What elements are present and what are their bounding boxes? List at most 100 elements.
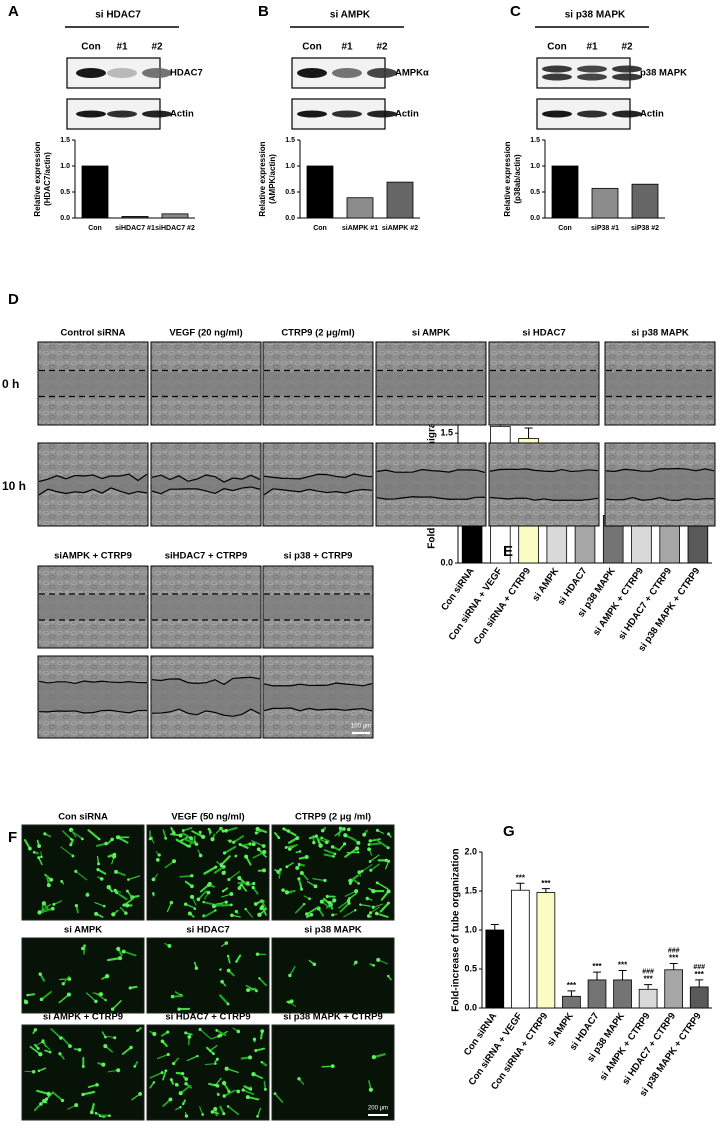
wound-edge <box>38 473 148 483</box>
significance: *** <box>567 981 577 990</box>
cell <box>104 998 107 1002</box>
cell <box>111 912 116 917</box>
cell <box>229 892 234 896</box>
cell <box>354 889 359 894</box>
row-label: 10 h <box>2 479 26 493</box>
cell <box>248 1087 251 1091</box>
cell <box>356 840 361 845</box>
cell <box>214 1062 217 1065</box>
cell <box>367 843 371 846</box>
wound-gap <box>264 371 372 396</box>
error-bar <box>669 963 678 970</box>
cell <box>309 912 314 917</box>
wound-edge <box>38 709 148 714</box>
cell <box>241 1088 245 1092</box>
significance: *** <box>669 954 679 963</box>
y-tick-label: 0.5 <box>464 963 477 973</box>
wound-edge <box>605 467 715 472</box>
cell <box>167 943 172 948</box>
cell <box>254 831 259 835</box>
cell <box>260 1029 265 1033</box>
bar <box>631 183 659 219</box>
cell <box>348 878 353 884</box>
cell <box>354 846 360 851</box>
cell <box>320 836 323 840</box>
cell <box>181 829 185 832</box>
cell <box>44 1097 49 1101</box>
cell <box>314 834 318 838</box>
cell <box>85 892 90 897</box>
cell <box>136 1029 139 1032</box>
column-label: si p38 MAPK + CTRP9 <box>283 1012 383 1023</box>
cell <box>386 889 391 894</box>
y-axis-label: Fold-increase of tube organization <box>451 848 462 1011</box>
cell <box>369 868 373 872</box>
tube <box>370 863 380 871</box>
cell <box>327 900 332 905</box>
significance: *** <box>516 873 526 882</box>
cell <box>89 1110 94 1115</box>
cell <box>304 855 309 859</box>
lane-label: #1 <box>341 42 353 53</box>
cell <box>125 903 130 908</box>
wound-edge <box>151 708 261 717</box>
cell <box>209 831 212 834</box>
cell <box>372 964 375 967</box>
bar <box>562 995 581 1009</box>
bar <box>551 165 579 219</box>
blot-title: si AMPK <box>330 10 371 21</box>
y-tick-label: 1.5 <box>285 137 295 144</box>
cell <box>170 994 175 999</box>
tube <box>60 846 74 857</box>
tube <box>215 901 227 905</box>
cell <box>348 897 351 900</box>
column-label: si AMPK <box>64 925 102 936</box>
wound-gap <box>152 677 260 717</box>
cell <box>367 847 372 852</box>
cell <box>232 840 236 844</box>
lane-label: Con <box>302 42 321 53</box>
lane-label: #1 <box>586 42 598 53</box>
tube <box>223 1089 236 1097</box>
wound-edge <box>263 488 373 496</box>
cell <box>104 1035 107 1039</box>
cell <box>172 1061 176 1066</box>
tube <box>127 875 141 881</box>
cell <box>251 1072 256 1077</box>
cell <box>287 1001 291 1004</box>
cell <box>180 1071 185 1076</box>
cell <box>201 834 206 839</box>
significance: *** <box>643 975 653 984</box>
cell <box>324 840 329 845</box>
tube <box>126 890 134 900</box>
y-tick-label: 1.0 <box>60 163 70 170</box>
cell <box>220 979 224 984</box>
cell <box>343 833 348 838</box>
cell <box>164 837 168 840</box>
cell <box>343 842 347 846</box>
cell <box>96 868 100 872</box>
lane-label: #2 <box>621 42 633 53</box>
cell <box>49 877 54 882</box>
x-tick-label: Con <box>558 225 572 232</box>
cell <box>224 900 228 904</box>
cell <box>190 874 194 878</box>
cell <box>198 1027 202 1031</box>
error-bar <box>524 427 533 439</box>
significance-hash: ### <box>668 947 680 954</box>
cell <box>77 1047 82 1052</box>
cell <box>37 910 42 915</box>
bar <box>664 969 684 1009</box>
band-label: HDAC7 <box>170 68 203 79</box>
x-tick-label: siAMPK #2 <box>382 225 418 232</box>
y-axis-label: Relative expression <box>503 141 512 216</box>
cell <box>346 827 351 832</box>
bar <box>121 216 149 219</box>
cell <box>226 954 230 958</box>
cell <box>69 843 73 847</box>
band <box>612 73 642 81</box>
y-tick-label: 0.0 <box>60 215 70 222</box>
cell <box>386 974 390 978</box>
cell <box>129 1045 133 1050</box>
tube <box>369 906 380 914</box>
